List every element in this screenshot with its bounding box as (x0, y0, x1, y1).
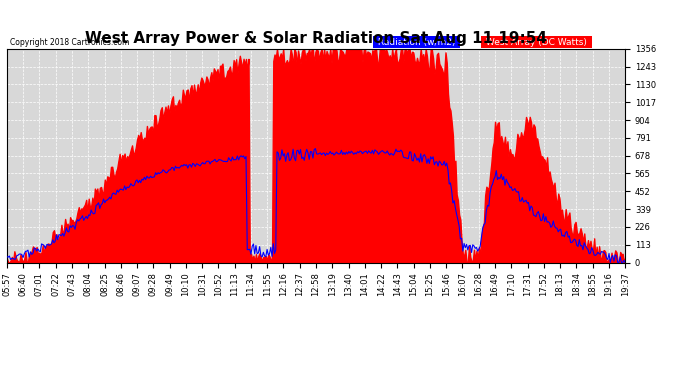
Text: West Array (DC Watts): West Array (DC Watts) (483, 38, 590, 46)
Title: West Array Power & Solar Radiation Sat Aug 11 19:54: West Array Power & Solar Radiation Sat A… (85, 31, 547, 46)
Text: Copyright 2018 Cartronics.com: Copyright 2018 Cartronics.com (10, 38, 129, 46)
Text: Radiation (w/m2): Radiation (w/m2) (375, 38, 458, 46)
